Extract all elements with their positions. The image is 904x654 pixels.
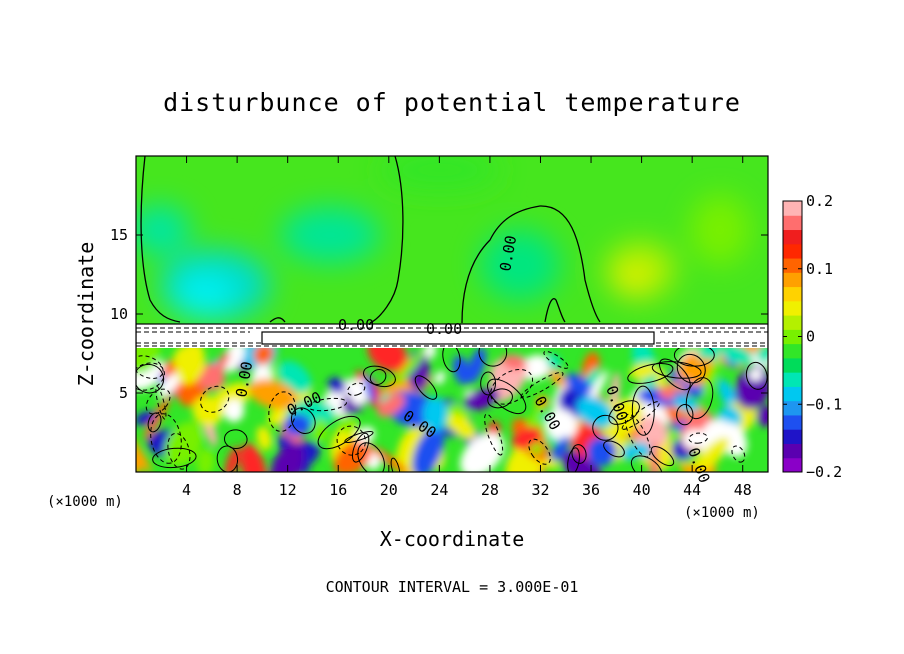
colorbar-swatch	[783, 286, 802, 302]
colorbar-swatch	[783, 443, 802, 459]
colorbar-swatch	[783, 372, 802, 387]
colorbar-tick-label: 0.1	[806, 260, 833, 278]
x-tick-label: 36	[582, 481, 600, 499]
x-axis: 4 8 12 16 20 24 28 32 36 40 44 48	[182, 156, 752, 499]
chart-title: disturbunce of potential temperature	[163, 88, 741, 117]
contour-label: 0.00	[426, 320, 462, 338]
x-tick-label: 12	[279, 481, 297, 499]
x-tick-label: 28	[481, 481, 499, 499]
x-unit-label-left: (×1000 m)	[47, 494, 123, 510]
colorbar: 0.2 0.1 0 −0.1 −0.2	[782, 192, 842, 481]
colorbar-swatch	[783, 414, 802, 430]
contour-interval-note: CONTOUR INTERVAL = 3.000E-01	[326, 578, 579, 596]
x-tick-label: 40	[633, 481, 651, 499]
colorbar-swatch	[783, 457, 802, 473]
upper-field	[136, 156, 768, 326]
y-axis-label: Z-coordinate	[74, 242, 98, 387]
x-tick-label: 44	[683, 481, 701, 499]
contour-label: 0.00	[338, 316, 374, 334]
y-tick-label: 5	[119, 384, 128, 402]
x-unit-label-right: (×1000 m)	[684, 505, 760, 521]
colorbar-swatch	[783, 215, 802, 231]
x-tick-label: 16	[329, 481, 347, 499]
colorbar-swatch	[783, 315, 802, 330]
x-tick-label: 20	[380, 481, 398, 499]
colorbar-swatch	[783, 329, 802, 345]
x-tick-label: 4	[182, 481, 191, 499]
colorbar-tick-label: 0	[806, 328, 815, 346]
colorbar-swatch	[783, 258, 802, 273]
contour-label: 0.00	[496, 234, 520, 273]
colorbar-swatch	[783, 229, 802, 245]
x-tick-label: 24	[430, 481, 448, 499]
x-tick-label: 48	[734, 481, 752, 499]
contour-lines	[140, 156, 601, 324]
x-tick-label: 32	[531, 481, 549, 499]
colorbar-swatch	[783, 357, 802, 373]
colorbar-tick-label: −0.1	[806, 395, 842, 413]
colorbar-swatch	[783, 243, 802, 259]
lower-field	[136, 348, 768, 472]
contour-label: 0.00	[232, 360, 256, 399]
colorbar-tick-label: −0.2	[806, 463, 842, 481]
colorbar-swatch	[783, 201, 802, 216]
colorbar-swatch	[783, 386, 802, 402]
colorbar-swatch	[783, 429, 802, 444]
colorbar-tick-label: 0.2	[806, 192, 833, 210]
plot-area	[135, 155, 769, 473]
y-tick-label: 15	[110, 226, 128, 244]
inversion-band	[136, 323, 768, 351]
y-axis: 5 10 15	[110, 226, 768, 402]
colorbar-swatch	[783, 400, 802, 416]
colorbar-swatch	[783, 272, 802, 288]
colorbar-swatch	[783, 300, 802, 316]
y-tick-label: 10	[110, 305, 128, 323]
x-axis-label: X-coordinate	[380, 527, 525, 551]
x-tick-label: 8	[233, 481, 242, 499]
colorbar-swatch	[783, 343, 802, 359]
